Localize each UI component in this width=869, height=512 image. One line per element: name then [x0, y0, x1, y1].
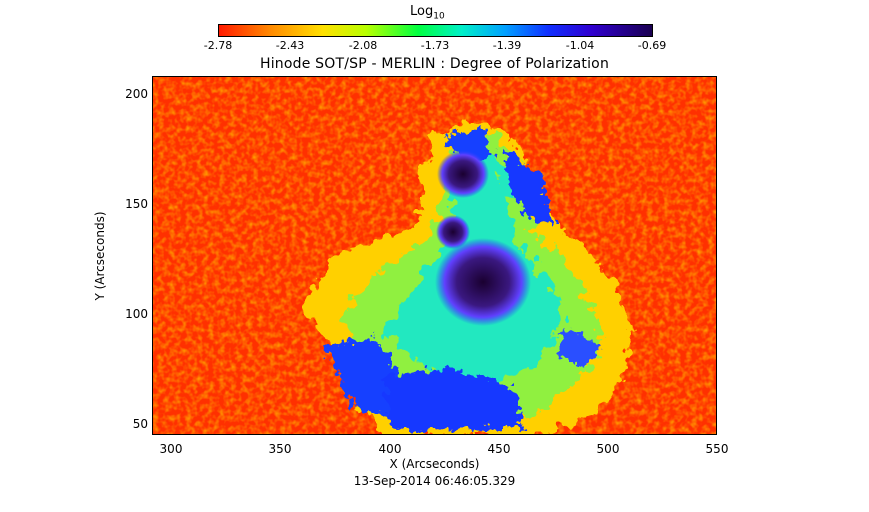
x-tick-label: 350 [268, 442, 292, 456]
colorbar-tick: -0.69 [637, 39, 667, 52]
colorbar-tick: -1.73 [420, 39, 450, 52]
polarization-map [152, 76, 717, 435]
y-tick-label: 50 [132, 417, 148, 431]
y-tick-label: 150 [125, 197, 148, 211]
colorbar-tick: -1.04 [565, 39, 595, 52]
colorbar-tick: -2.08 [348, 39, 378, 52]
colorbar-title-subscript: 10 [433, 11, 445, 22]
y-tick-label: 100 [125, 307, 148, 321]
plot-title: Hinode SOT/SP - MERLIN : Degree of Polar… [259, 56, 610, 72]
colorbar-title-base: Log [410, 4, 434, 19]
x-tick-label: 450 [487, 442, 511, 456]
colorbar-tick: -2.78 [203, 39, 233, 52]
observation-timestamp: 13-Sep-2014 06:46:05.329 [353, 474, 516, 488]
x-tick-label: 500 [596, 442, 620, 456]
colorbar-tick: -1.39 [492, 39, 522, 52]
x-tick-label: 550 [705, 442, 729, 456]
colorbar [218, 24, 653, 37]
y-axis-label: Y (Arcseconds) [93, 211, 107, 301]
polarization-map-image [153, 77, 716, 434]
colorbar-title: Log10 [410, 4, 445, 22]
x-tick-label: 400 [378, 442, 402, 456]
x-tick-label: 300 [159, 442, 183, 456]
y-tick-label: 200 [125, 87, 148, 101]
x-axis-label: X (Arcseconds) [389, 457, 480, 471]
colorbar-tick: -2.43 [275, 39, 305, 52]
